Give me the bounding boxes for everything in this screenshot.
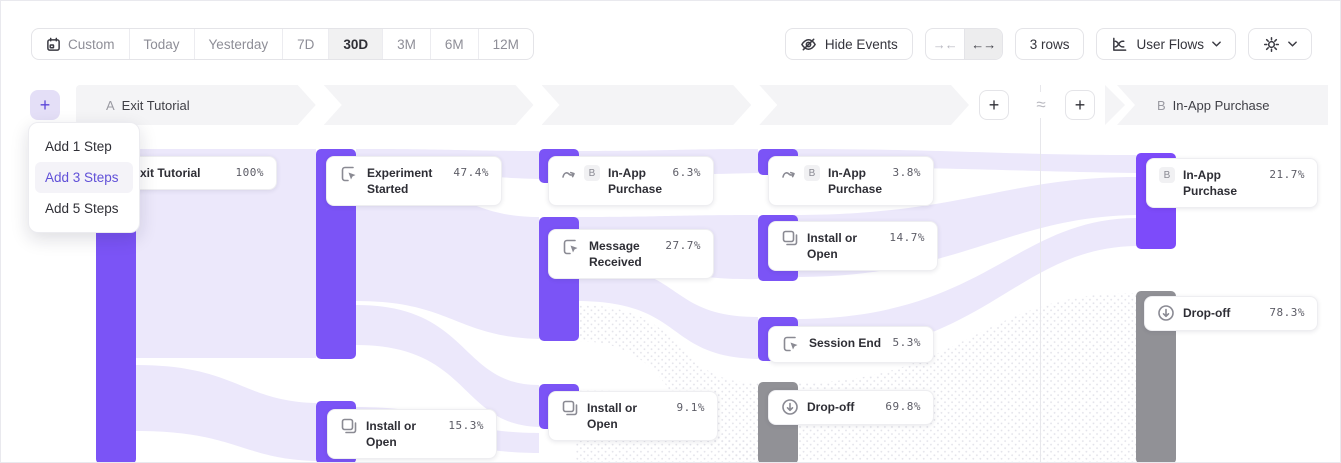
cursor-event-icon [341,166,356,182]
date-range-label: Custom [68,36,115,52]
chevron-down-icon [1288,41,1297,47]
date-range-today[interactable]: Today [130,29,195,59]
node-drop-off-69[interactable]: Drop-off 69.8% [768,390,934,425]
add-steps-menu: Add 1 Step Add 3 Steps Add 5 Steps [28,122,140,233]
node-session-end[interactable]: Session End 5.3% [768,326,934,363]
dropoff-icon [1158,305,1174,321]
menu-item-add-3-steps[interactable]: Add 3 Steps [35,162,133,193]
node-install-or-open-14[interactable]: Install or Open 14.7% [768,221,938,272]
date-range-30d[interactable]: 30D [329,29,384,59]
add-step-button-a[interactable]: + [30,90,60,120]
collapse-columns-button[interactable]: →← [932,36,958,52]
view-selector[interactable]: User Flows [1096,28,1236,60]
cursor-event-icon [563,239,578,255]
path-b-badge: B [1159,167,1175,183]
menu-item-add-5-steps[interactable]: Add 5 Steps [45,201,119,216]
approx-symbol: ≈ [1029,92,1053,118]
rows-label: 3 rows [1029,36,1070,52]
path-b-band[interactable]: B In-App Purchase [1117,85,1328,125]
expand-columns-button[interactable]: ←→ [963,29,1002,59]
path-a-letter: A [106,97,115,113]
path-a-band: A Exit Tutorial [76,85,969,125]
node-exit-tutorial[interactable]: Exit Tutorial 100% [119,156,277,191]
column-divider [1040,85,1041,462]
hide-events-button[interactable]: Hide Events [784,28,913,60]
node-in-app-purchase-6[interactable]: B In-App Purchase 6.3% [548,156,714,207]
add-step-before-b-button[interactable]: + [1065,90,1095,120]
jump-arrow-icon [562,171,575,178]
path-b-label: In-App Purchase [1172,97,1270,113]
toolbar: Custom Today Yesterday 7D 30D 3M 6M 12M … [31,28,1312,60]
settings-button[interactable] [1248,28,1312,60]
calendar-icon [47,37,60,51]
date-range-yesterday[interactable]: Yesterday [195,29,284,59]
copy-icon [782,230,798,246]
dropoff-icon [782,399,798,415]
flows-chart-icon [1113,37,1127,51]
jump-arrow-icon [782,171,795,178]
add-step-after-a-button[interactable]: + [979,90,1009,120]
menu-item-add-1-step[interactable]: Add 1 Step [45,139,112,154]
rows-button[interactable]: 3 rows [1014,28,1085,60]
path-b-badge: B [584,165,600,181]
path-a-label: Exit Tutorial [121,97,190,113]
copy-icon [562,400,578,416]
chevron-down-icon [1212,41,1221,47]
node-experiment-started[interactable]: Experiment Started 47.4% [326,156,502,207]
node-message-received[interactable]: Message Received 27.7% [548,229,714,280]
path-b-letter: B [1157,97,1166,113]
column-width-control: →← ←→ [924,28,1003,60]
date-range-custom[interactable]: Custom [32,29,130,59]
date-range-12m[interactable]: 12M [492,36,519,52]
date-range-3m[interactable]: 3M [383,29,431,59]
node-install-or-open-9[interactable]: Install or Open 9.1% [548,391,718,442]
path-a-step-4[interactable] [759,85,969,125]
date-range-control: Custom Today Yesterday 7D 30D 3M 6M 12M [31,28,534,60]
path-b-badge: B [804,165,820,181]
eye-off-icon [801,38,816,50]
hide-events-label: Hide Events [824,36,898,52]
copy-icon [341,418,357,434]
node-in-app-purchase-21[interactable]: B In-App Purchase 21.7% [1146,158,1318,209]
date-range-7d[interactable]: 7D [283,29,330,59]
toolbar-right: Hide Events →← ←→ 3 rows User Flows [784,28,1312,60]
cursor-event-icon [783,336,798,352]
date-range-6m[interactable]: 6M [431,29,479,59]
node-in-app-purchase-3[interactable]: B In-App Purchase 3.8% [768,156,934,207]
path-a-step-3[interactable] [542,85,752,125]
node-install-or-open-15[interactable]: Install or Open 15.3% [327,409,497,460]
node-drop-off-78[interactable]: Drop-off 78.3% [1144,296,1318,331]
path-a-step-2[interactable] [324,85,534,125]
view-selector-label: User Flows [1136,36,1204,52]
path-a-step-1[interactable]: A Exit Tutorial [76,85,316,125]
gear-icon [1263,36,1280,52]
